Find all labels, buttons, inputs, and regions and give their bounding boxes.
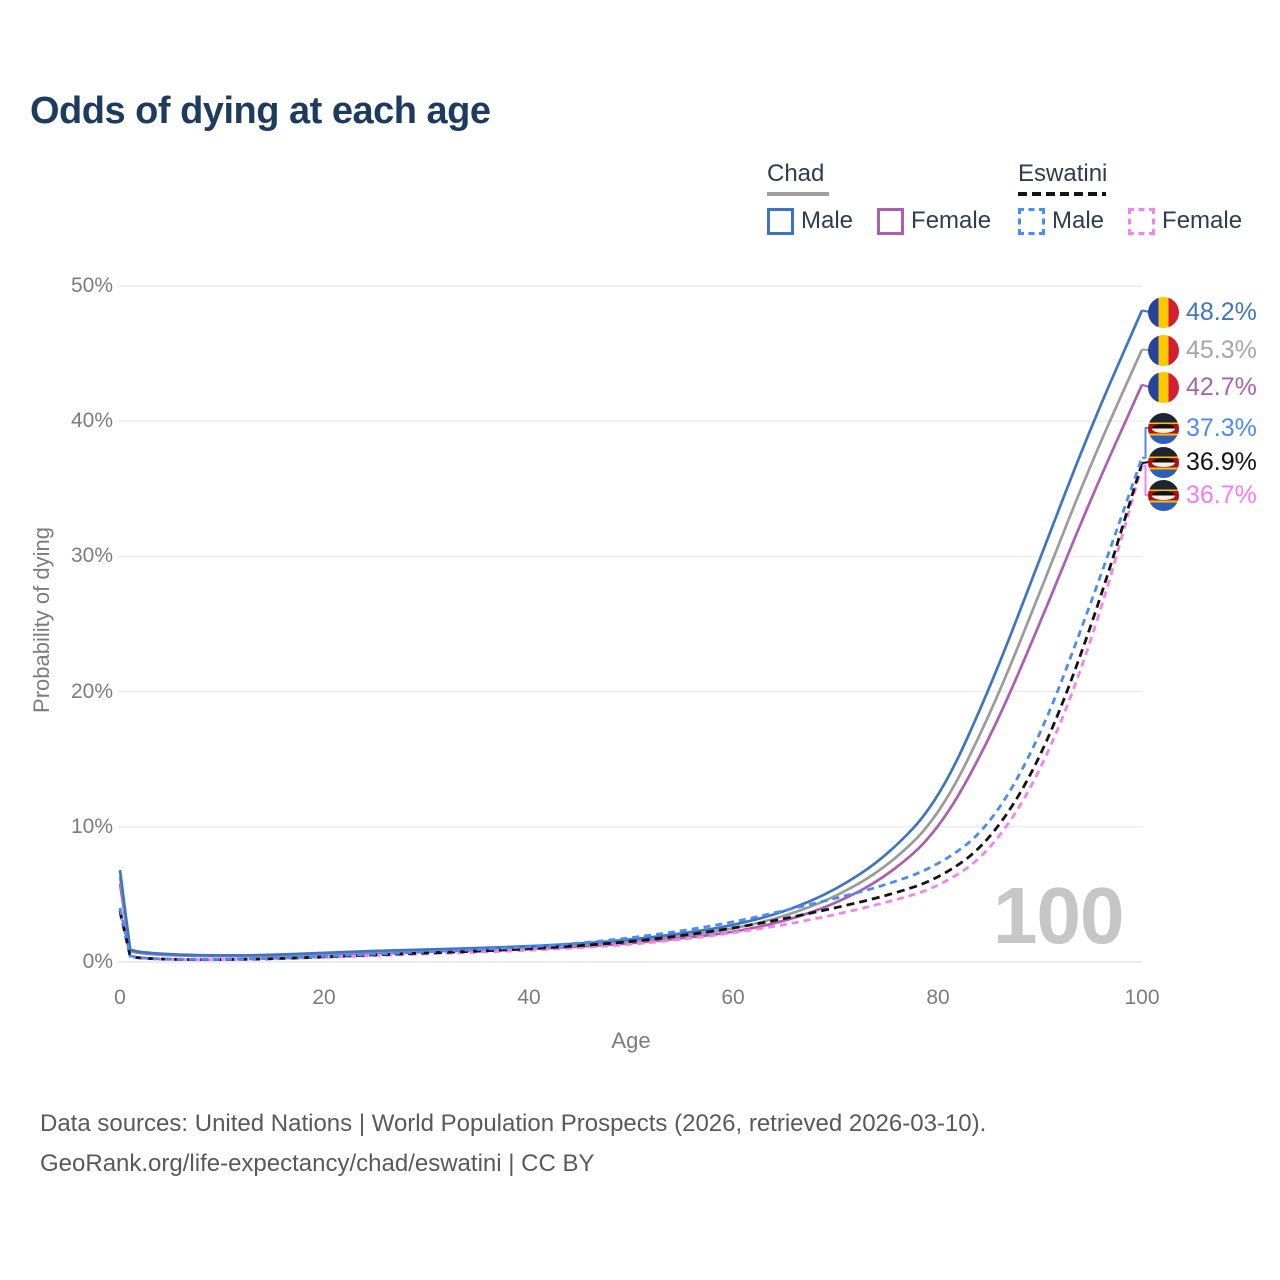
- x-axis-title: Age: [611, 1028, 651, 1053]
- footer-link: GeoRank.org/life-expectancy/chad/eswatin…: [40, 1150, 595, 1177]
- eswatini-dashed-line-key: [1018, 192, 1106, 196]
- legend-eswatini-title[interactable]: Eswatini: [1018, 160, 1108, 187]
- end-label-value: 36.9%: [1186, 447, 1257, 476]
- end-label-chad_all: 45.3%: [1148, 334, 1257, 366]
- x-tick-40: 40: [517, 986, 541, 1009]
- x-tick-60: 60: [721, 986, 745, 1009]
- end-label-eswatini_male: 37.3%: [1148, 412, 1257, 444]
- y-tick-30: 30%: [70, 544, 113, 567]
- end-label-connector-chad_all: [1141, 348, 1150, 351]
- gridlines: [118, 285, 1142, 963]
- y-tick-40: 40%: [70, 409, 113, 432]
- end-label-chad_female: 42.7%: [1148, 371, 1257, 403]
- x-tick-0: 0: [114, 986, 126, 1009]
- eswatini-flag-icon: [1148, 446, 1179, 478]
- x-tick-80: 80: [926, 986, 950, 1009]
- chad-flag-icon: [1148, 334, 1179, 366]
- end-label-value: 48.2%: [1186, 297, 1257, 326]
- chad-male-swatch-icon: [767, 207, 794, 235]
- chad-solid-line-key: [767, 192, 829, 196]
- eswatini-flag-icon: [1148, 412, 1179, 444]
- y-tick-50: 50%: [70, 274, 113, 297]
- legend-item-label: Female: [1162, 207, 1243, 234]
- x-tick-100: 100: [1124, 986, 1160, 1009]
- series-line-chad_male: [118, 309, 1144, 957]
- legend-item-label: Male: [801, 207, 854, 234]
- eswatini-male-swatch-icon: [1018, 207, 1045, 235]
- legend-item-label: Male: [1052, 207, 1105, 234]
- end-label-connector-eswatini_male: [1142, 427, 1149, 459]
- series-line-eswatini_female: [118, 465, 1144, 962]
- legend-item-chad-male[interactable]: Male: [767, 207, 853, 235]
- chad-female-swatch-icon: [877, 207, 905, 235]
- footer-sources: Data sources: United Nations | World Pop…: [40, 1110, 987, 1137]
- end-label-connector-eswatini_female: [1142, 464, 1149, 496]
- end-label-eswatini_all: 36.9%: [1148, 446, 1257, 478]
- end-label-value: 45.3%: [1186, 335, 1257, 364]
- legend-item-eswatini-female[interactable]: Female: [1128, 207, 1242, 235]
- chad-flag-icon: [1148, 296, 1179, 328]
- end-label-connector-eswatini_all: [1141, 461, 1150, 465]
- series-line-chad_all: [118, 348, 1144, 958]
- watermark-age-100: 100: [993, 871, 1124, 960]
- legend-item-label: Female: [911, 207, 992, 234]
- end-label-connector-chad_female: [1141, 383, 1150, 388]
- legend-chad-title[interactable]: Chad: [767, 160, 825, 187]
- footer: Data sources: United Nations | World Pop…: [40, 1104, 986, 1184]
- end-label-value: 42.7%: [1186, 372, 1257, 401]
- legend-group-chad: Chad Male Female: [767, 160, 991, 235]
- end-label-eswatini_female: 36.7%: [1148, 479, 1257, 511]
- eswatini-female-swatch-icon: [1128, 207, 1156, 235]
- chad-flag-icon: [1148, 371, 1179, 403]
- y-tick-10: 10%: [70, 815, 113, 838]
- series-line-chad_female: [118, 384, 1144, 958]
- eswatini-flag-icon: [1148, 479, 1179, 511]
- series-line-eswatini_male: [118, 457, 1144, 961]
- end-label-connector-chad_male: [1141, 309, 1150, 313]
- legend-group-eswatini: Eswatini Male Female: [1018, 160, 1242, 235]
- end-label-value: 36.7%: [1186, 480, 1257, 509]
- x-tick-20: 20: [312, 986, 336, 1009]
- legend-item-eswatini-male[interactable]: Male: [1018, 207, 1104, 235]
- end-label-value: 37.3%: [1186, 413, 1257, 442]
- end-label-chad_male: 48.2%: [1148, 296, 1257, 328]
- y-tick-0: 0%: [82, 950, 113, 973]
- series-line-eswatini_all: [118, 462, 1144, 962]
- page-title: Odds of dying at each age: [30, 90, 491, 132]
- y-tick-20: 20%: [70, 680, 113, 703]
- legend-item-chad-female[interactable]: Female: [877, 207, 991, 235]
